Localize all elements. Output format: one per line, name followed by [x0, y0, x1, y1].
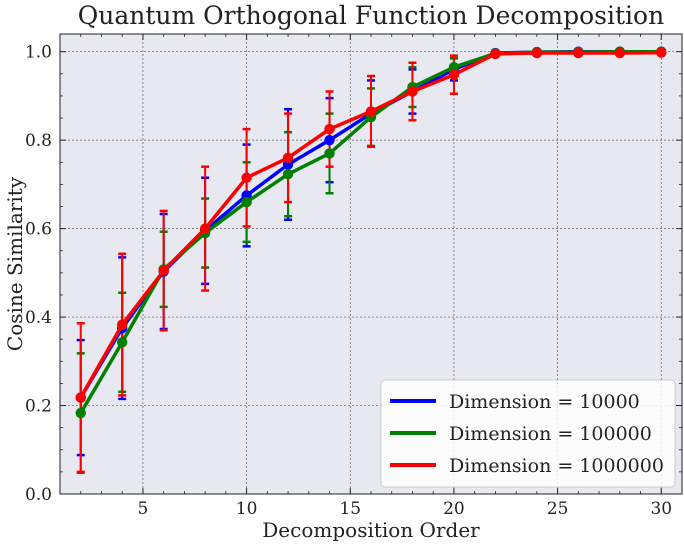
data-point — [158, 265, 169, 276]
x-tick-label: 20 — [443, 499, 465, 519]
data-point — [448, 69, 460, 80]
legend: Dimension = 10000 Dimension = 100000 Dimen… — [380, 379, 676, 488]
data-point — [324, 123, 335, 135]
data-point — [448, 61, 460, 73]
x-tick-label: 15 — [339, 499, 361, 519]
data-point — [614, 47, 625, 59]
chart-title: Quantum Orthogonal Function Decompositio… — [78, 1, 664, 30]
x-axis-label: Decomposition Order — [262, 518, 480, 542]
x-tick-label: 10 — [236, 499, 258, 519]
series-layer — [75, 46, 667, 475]
data-point — [656, 47, 667, 58]
y-tick-label: 0.6 — [25, 220, 52, 240]
data-point — [75, 392, 86, 403]
legend-label: Dimension = 1000000 — [449, 455, 664, 477]
data-point — [241, 196, 252, 208]
x-tick-label: 30 — [650, 499, 672, 519]
data-point — [531, 47, 543, 59]
data-point — [365, 106, 377, 117]
data-point — [324, 148, 335, 159]
series-3 — [75, 47, 667, 403]
y-tick-label: 0.0 — [25, 485, 52, 505]
data-point — [241, 172, 252, 183]
data-point — [324, 134, 335, 146]
y-tick-label: 0.8 — [25, 131, 52, 151]
x-tick-label: 5 — [138, 499, 149, 519]
data-point — [75, 407, 86, 419]
grid-lines — [60, 34, 682, 494]
legend-box — [380, 379, 676, 488]
y-axis-label: Cosine Similarity — [3, 176, 27, 351]
axis-ticks: 5 10 15 20 25 30 0.0 0.2 0.4 0.6 0.8 1.0 — [25, 34, 682, 519]
data-point — [407, 86, 418, 97]
data-point — [117, 337, 128, 348]
y-tick-label: 0.4 — [25, 308, 52, 328]
legend-label: Dimension = 100000 — [449, 423, 652, 445]
y-tick-label: 0.2 — [25, 397, 52, 417]
data-point — [117, 319, 128, 330]
data-point — [199, 223, 211, 234]
plot-frame — [59, 33, 683, 495]
x-tick-label: 25 — [547, 499, 569, 519]
legend-label: Dimension = 10000 — [449, 391, 640, 413]
data-point — [573, 47, 584, 59]
y-tick-label: 1.0 — [25, 43, 52, 63]
data-point — [490, 48, 501, 60]
data-point — [282, 169, 294, 180]
data-point — [282, 152, 294, 164]
